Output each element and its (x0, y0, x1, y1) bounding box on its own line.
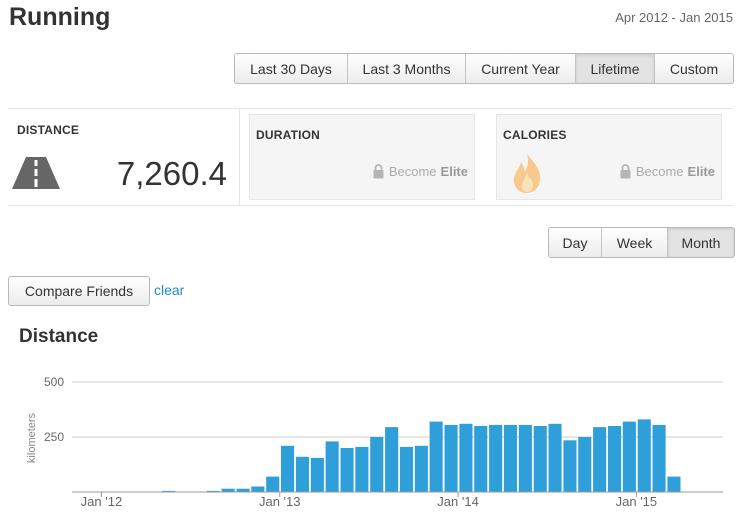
become-elite-duration-link[interactable]: Become Elite (373, 164, 468, 179)
date-range: Apr 2012 - Jan 2015 (615, 10, 733, 25)
bar (340, 448, 354, 492)
y-tick-label: 500 (44, 375, 64, 389)
bar (325, 441, 339, 492)
range-button-group: Last 30 Days Last 3 Months Current Year … (234, 53, 734, 84)
bar (310, 457, 324, 492)
page-title: Running (9, 3, 111, 31)
calories-label: CALORIES (503, 128, 567, 142)
distance-bar-chart: 500 250 kilometers Jan '12 Jan '13 Jan '14 Jan… (26, 375, 723, 509)
bar (637, 419, 651, 492)
period-button-group: Day Week Month (548, 227, 735, 258)
day-button[interactable]: Day (549, 228, 602, 257)
bar (295, 456, 309, 492)
bar (548, 423, 562, 492)
last-30-days-button[interactable]: Last 30 Days (235, 54, 348, 83)
elite-text: Elite (687, 164, 715, 179)
bar (474, 426, 488, 492)
bar (162, 490, 176, 492)
bar (578, 437, 592, 492)
bar (608, 426, 622, 492)
bar (251, 486, 265, 492)
bar (266, 476, 280, 492)
stats-row: DISTANCE 7,260.4 DURATION Become Elite C… (8, 108, 733, 206)
bar (533, 426, 547, 492)
become-text: Become (388, 164, 437, 179)
x-tick-label: Jan '15 (616, 494, 658, 509)
bar (593, 427, 607, 492)
flame-icon (513, 153, 541, 193)
calories-stat: CALORIES Become Elite (496, 114, 722, 200)
become-text: Become (635, 164, 684, 179)
bar (444, 424, 458, 492)
bar (518, 424, 532, 492)
duration-label: DURATION (256, 128, 321, 142)
week-button[interactable]: Week (602, 228, 668, 257)
bar (622, 421, 636, 492)
chart-title: Distance (19, 326, 99, 347)
duration-stat: DURATION Become Elite (249, 114, 475, 200)
last-3-months-button[interactable]: Last 3 Months (348, 54, 466, 83)
x-tick-label: Jan '14 (437, 494, 479, 509)
road-icon (12, 157, 60, 189)
distance-label: DISTANCE (17, 123, 80, 137)
bar (385, 427, 399, 492)
month-button[interactable]: Month (668, 228, 734, 257)
y-axis-label: kilometers (26, 412, 38, 463)
lifetime-button[interactable]: Lifetime (576, 54, 655, 83)
custom-button[interactable]: Custom (655, 54, 733, 83)
clear-link[interactable]: clear (154, 282, 185, 298)
bar (414, 445, 428, 492)
bar (429, 421, 443, 492)
bar (652, 424, 666, 492)
bar (563, 440, 577, 492)
bar (355, 446, 369, 492)
bar (370, 437, 384, 492)
bar (489, 424, 503, 492)
bar (459, 423, 473, 492)
bar (221, 488, 235, 492)
x-tick-label: Jan '12 (81, 494, 123, 509)
y-tick-label: 250 (44, 430, 64, 444)
bar (206, 490, 220, 492)
bar (667, 476, 681, 492)
distance-stat: DISTANCE 7,260.4 (8, 109, 240, 205)
lock-icon (373, 164, 384, 179)
current-year-button[interactable]: Current Year (466, 54, 576, 83)
lock-icon (620, 164, 631, 179)
bar (399, 446, 413, 492)
x-tick-label: Jan '13 (259, 494, 301, 509)
elite-text: Elite (440, 164, 468, 179)
become-elite-calories-link[interactable]: Become Elite (620, 164, 715, 179)
bar (281, 445, 295, 492)
compare-friends-button[interactable]: Compare Friends (8, 276, 150, 306)
bar (503, 424, 517, 492)
distance-value: 7,260.4 (116, 155, 227, 192)
bar (236, 488, 250, 492)
